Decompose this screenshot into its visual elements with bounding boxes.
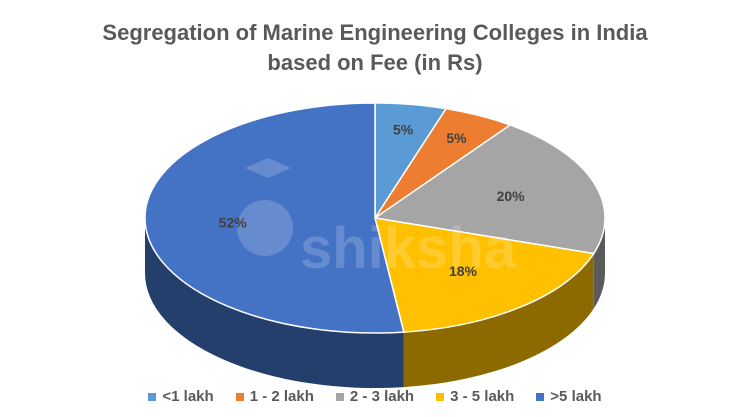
data-label-0: 5% (393, 121, 414, 137)
pie-slice-3 (373, 217, 595, 333)
data-label-3: 18% (449, 263, 478, 279)
legend-swatch-3 (436, 392, 445, 401)
legend-item-1: 1 - 2 lakh (235, 388, 314, 405)
legend-label-0: <1 lakh (162, 388, 214, 405)
pie-slice-4 (144, 102, 405, 334)
pie-side-2 (593, 218, 605, 309)
data-label-4: 52% (219, 214, 248, 230)
chart-title: Segregation of Marine Engineering Colleg… (0, 18, 750, 78)
legend-item-2: 2 - 3 lakh (335, 388, 415, 405)
legend-label-2: 2 - 3 lakh (349, 388, 415, 405)
pie-side-walls (145, 218, 605, 388)
legend-item-3: 3 - 5 lakh (436, 388, 514, 405)
legend: <1 lakh 1 - 2 lakh 2 - 3 lakh 3 - 5 lakh >5 … (0, 388, 750, 405)
pie-side-4 (145, 218, 404, 388)
shiksha-watermark: shiksha (237, 158, 517, 281)
pie-top (144, 102, 606, 334)
pie-slice-2 (373, 124, 606, 255)
chart-title-line-2: based on Fee (in Rs) (267, 50, 483, 75)
chart-title-line-1: Segregation of Marine Engineering Colleg… (102, 20, 648, 45)
legend-swatch-2 (335, 392, 344, 401)
legend-swatch-4 (536, 392, 545, 401)
pie-side-3 (403, 253, 594, 388)
legend-label-1: 1 - 2 lakh (249, 388, 314, 405)
legend-swatch-0 (148, 392, 157, 401)
legend-label-4: >5 lakh (550, 388, 602, 405)
svg-text:shiksha: shiksha (300, 216, 517, 281)
legend-item-4: >5 lakh (536, 388, 602, 405)
data-label-2: 20% (497, 188, 526, 204)
legend-label-3: 3 - 5 lakh (450, 388, 515, 405)
legend-item-0: <1 lakh (148, 388, 214, 405)
legend-swatch-1 (235, 392, 244, 401)
data-label-1: 5% (446, 130, 467, 146)
